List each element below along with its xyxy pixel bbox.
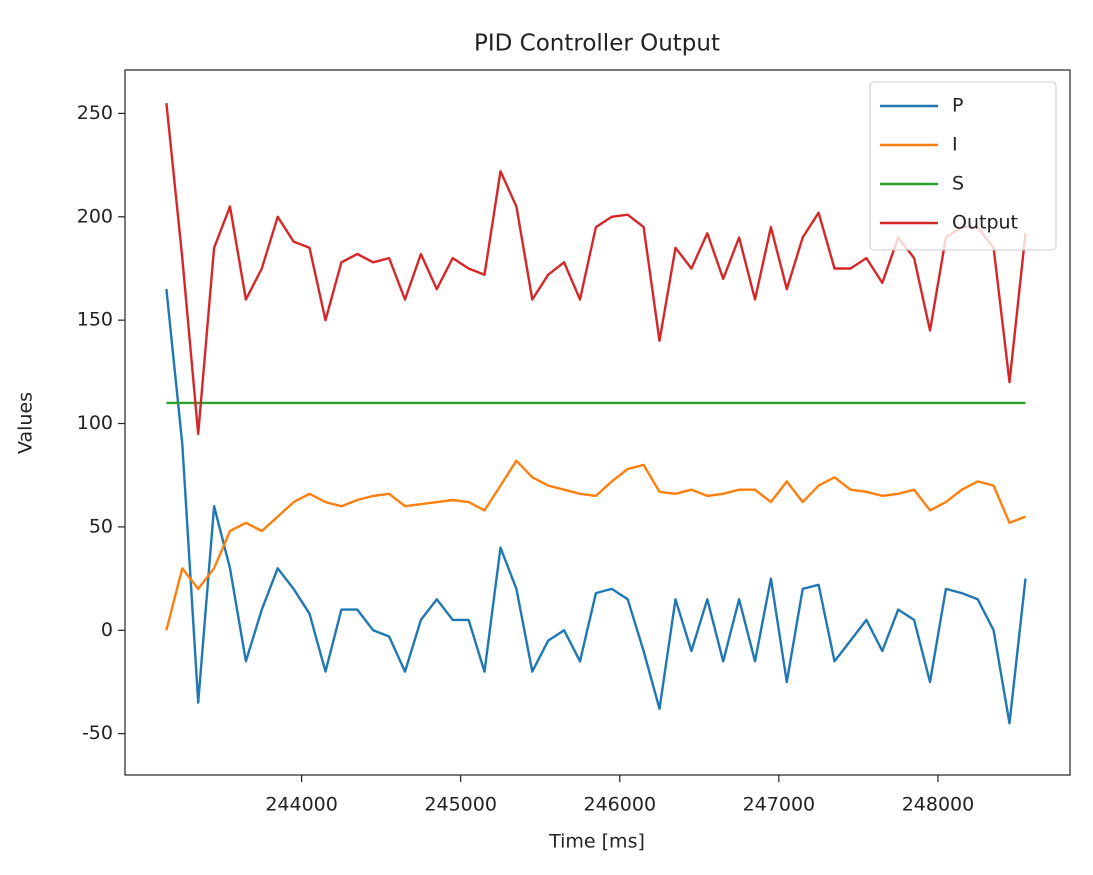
x-tick-label: 246000 bbox=[584, 794, 657, 816]
y-tick-label: 0 bbox=[101, 619, 113, 641]
plot-frame bbox=[124, 69, 1071, 776]
y-tick-label: -50 bbox=[82, 722, 113, 744]
chart-title: PID Controller Output bbox=[474, 31, 720, 57]
x-axis-label: Time [ms] bbox=[548, 831, 645, 853]
legend-label: P bbox=[952, 95, 963, 117]
y-tick-label: 150 bbox=[77, 309, 113, 331]
y-tick-label: 100 bbox=[77, 412, 113, 434]
series-line bbox=[165, 459, 1026, 631]
y-axis-label: Values bbox=[15, 392, 37, 454]
series-line bbox=[165, 288, 1027, 725]
x-tick-label: 245000 bbox=[424, 794, 497, 816]
legend-label: Output bbox=[952, 212, 1018, 234]
legend-label: S bbox=[952, 173, 964, 195]
y-tick-label: 50 bbox=[89, 515, 113, 537]
x-tick-label: 247000 bbox=[743, 794, 816, 816]
series-line bbox=[165, 102, 1027, 436]
legend-label: I bbox=[952, 134, 958, 156]
y-tick-label: 200 bbox=[77, 205, 113, 227]
x-tick-label: 248000 bbox=[902, 794, 975, 816]
y-tick-label: 250 bbox=[77, 102, 113, 124]
x-tick-label: 244000 bbox=[265, 794, 338, 816]
legend-box bbox=[869, 81, 1057, 251]
